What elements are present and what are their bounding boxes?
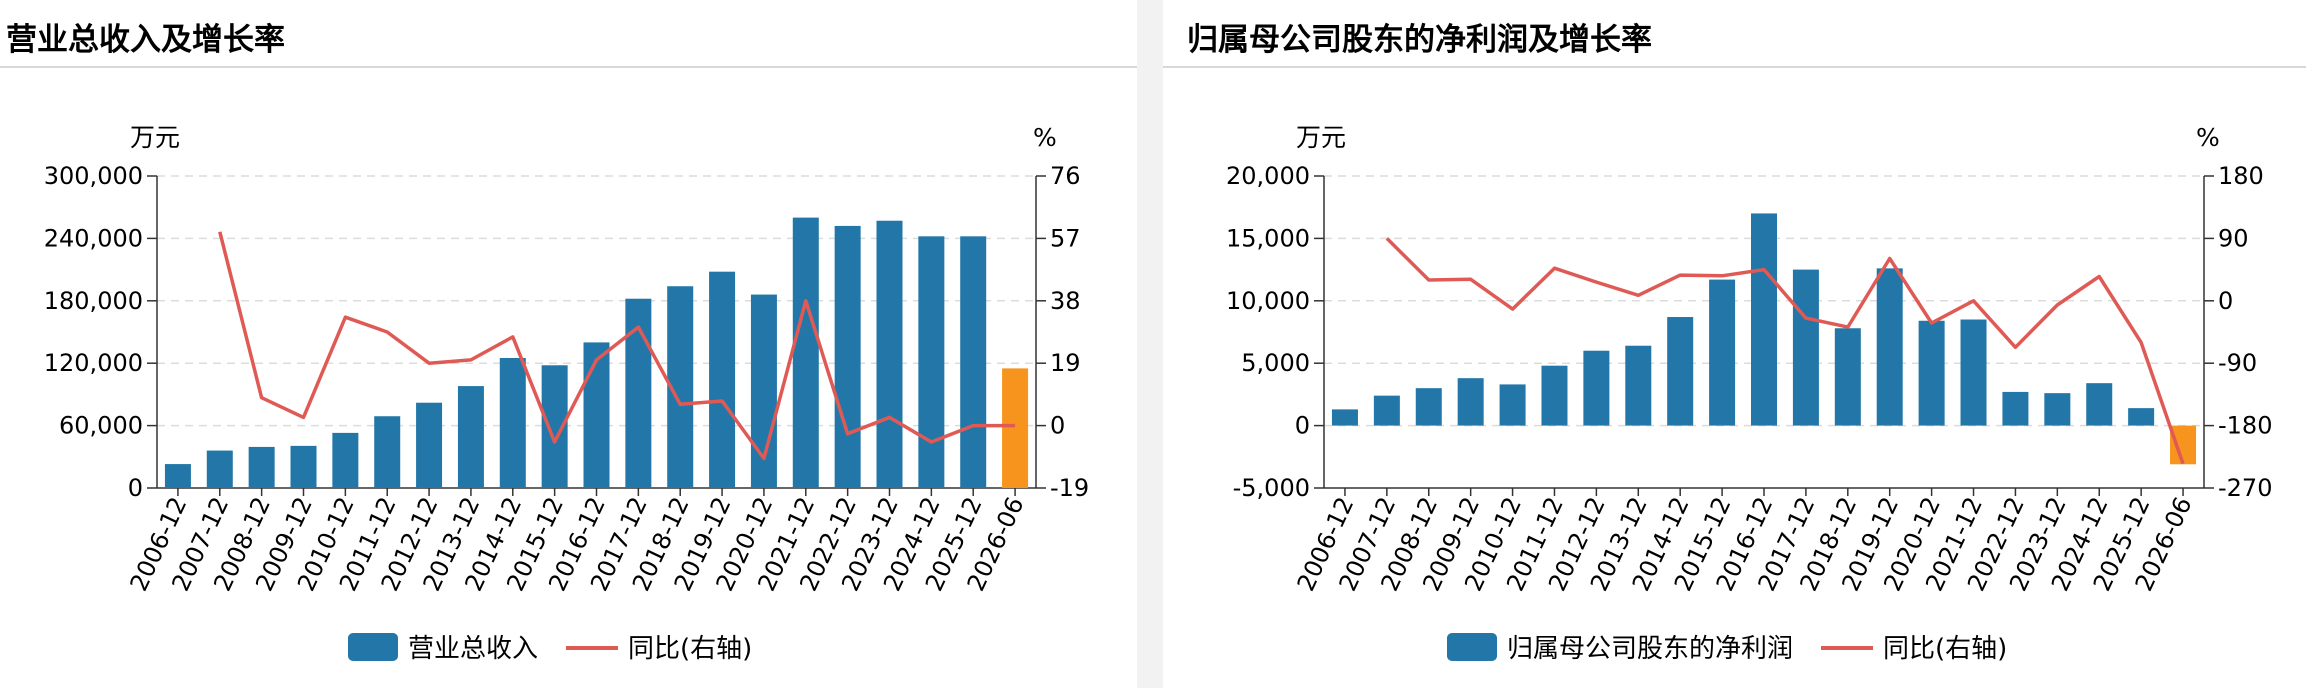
y2-tick-label: 38 xyxy=(1050,287,1081,315)
y-tick-label: 15,000 xyxy=(1226,224,1310,252)
legend-line-label: 同比(右轴) xyxy=(1883,634,2007,664)
y2-tick-label: -180 xyxy=(2218,412,2272,440)
y2-tick-label: -19 xyxy=(1050,474,1089,502)
y2-axis-unit: % xyxy=(2196,123,2220,152)
bar xyxy=(1751,213,1777,426)
bar xyxy=(709,271,736,488)
bar xyxy=(1457,378,1484,426)
y-tick-label: 0 xyxy=(1295,412,1310,440)
bar xyxy=(2044,393,2071,426)
revenue-chart: 300,000 76 240,000 57 180,000 38 120,000 19 60,0… xyxy=(44,123,1089,664)
bar xyxy=(1667,317,1694,426)
y2-tick-label: 0 xyxy=(2218,287,2233,315)
y2-tick-label: 180 xyxy=(2218,162,2264,190)
yoy-line xyxy=(1385,237,2185,465)
revenue-panel-header: 营业总收入及增长率 xyxy=(0,0,1137,68)
y-tick-label: 240,000 xyxy=(44,224,143,252)
bar xyxy=(2128,408,2155,426)
y-tick-label: 0 xyxy=(128,474,143,502)
bar xyxy=(1415,388,1442,426)
bar xyxy=(792,217,819,488)
y2-tick-label: 57 xyxy=(1050,224,1081,252)
y-tick-label: -5,000 xyxy=(1233,474,1310,502)
y2-tick-label: -90 xyxy=(2218,349,2257,377)
y-tick-label: 20,000 xyxy=(1226,162,1310,190)
bar xyxy=(834,225,861,489)
bar xyxy=(1541,365,1568,426)
y2-tick-label: 90 xyxy=(2218,224,2249,252)
y-tick-label: 5,000 xyxy=(1241,349,1310,377)
bar xyxy=(1373,395,1400,426)
profit-chart: 20,000 180 15,000 90 10,000 0 5,000 -90 0 -180 -5,… xyxy=(1226,123,2272,664)
bar xyxy=(1918,320,1945,426)
legend-line-label: 同比(右轴) xyxy=(628,634,752,664)
bar xyxy=(1834,328,1861,426)
bar xyxy=(960,236,987,488)
profit-panel-header: 归属母公司股东的净利润及增长率 xyxy=(1163,0,2306,68)
bar xyxy=(1960,319,1987,426)
bar xyxy=(1499,384,1526,426)
legend-bar-label: 归属母公司股东的净利润 xyxy=(1507,634,1793,664)
bar xyxy=(1331,409,1358,426)
bar xyxy=(1002,368,1029,488)
y-tick-label: 120,000 xyxy=(44,349,143,377)
bar xyxy=(332,432,359,488)
bar xyxy=(374,416,401,488)
revenue-panel: 营业总收入及增长率 xyxy=(0,0,1137,688)
y2-tick-label: 19 xyxy=(1050,349,1081,377)
bar xyxy=(206,450,233,488)
bar xyxy=(2170,425,2197,465)
bar xyxy=(457,386,484,488)
revenue-panel-title: 营业总收入及增长率 xyxy=(6,22,285,58)
bar xyxy=(1709,279,1736,426)
y2-tick-label: -270 xyxy=(2218,474,2272,502)
bar xyxy=(1583,350,1610,426)
y-tick-label: 180,000 xyxy=(44,287,143,315)
profit-panel-title: 归属母公司股东的净利润及增长率 xyxy=(1187,22,1652,58)
bar xyxy=(876,220,903,488)
bar xyxy=(1792,269,1819,426)
bar xyxy=(918,236,945,488)
legend-bar-swatch xyxy=(1447,633,1497,661)
y-tick-label: 300,000 xyxy=(44,162,143,190)
legend-bar-label: 营业总收入 xyxy=(408,634,538,664)
bar xyxy=(1876,268,1903,426)
bar xyxy=(164,464,191,488)
bar xyxy=(2002,391,2029,426)
y2-tick-label: 0 xyxy=(1050,412,1065,440)
y-tick-label: 60,000 xyxy=(59,412,143,440)
y-axis-unit: 万元 xyxy=(1296,123,1346,152)
bar xyxy=(290,445,317,488)
bar xyxy=(583,342,610,488)
yoy-line xyxy=(218,231,1016,461)
y-tick-label: 10,000 xyxy=(1226,287,1310,315)
bar xyxy=(416,402,443,488)
legend: 归属母公司股东的净利润 同比(右轴) xyxy=(1447,633,2007,664)
y2-tick-label: 76 xyxy=(1050,162,1081,190)
y2-axis-unit: % xyxy=(1033,123,1057,152)
y-axis-unit: 万元 xyxy=(130,123,180,152)
bar xyxy=(1625,345,1652,426)
legend-bar-swatch xyxy=(348,633,398,661)
bar xyxy=(499,358,526,488)
bar xyxy=(2086,383,2113,426)
bar xyxy=(248,446,275,488)
legend: 营业总收入 同比(右轴) xyxy=(348,633,752,664)
